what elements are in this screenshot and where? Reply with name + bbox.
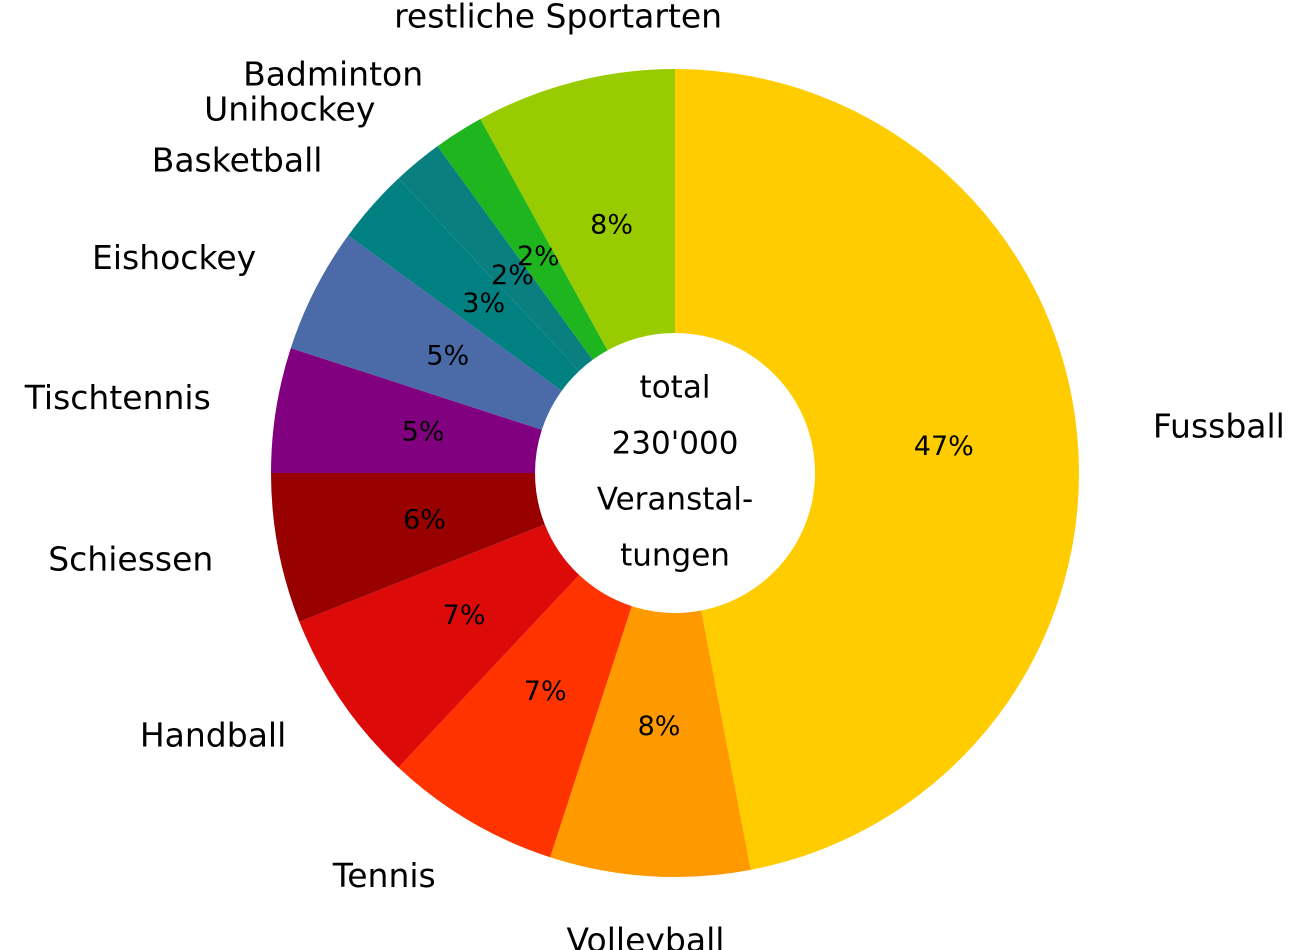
donut-slice: [299, 524, 580, 768]
donut-slice: [290, 235, 562, 430]
donut-slice: [550, 606, 751, 877]
donut-slice: [398, 146, 593, 371]
center-text: total: [640, 370, 711, 406]
category-label: Tennis: [332, 856, 436, 895]
donut-slice: [437, 118, 608, 360]
center-text: tungen: [620, 538, 730, 574]
value-label: 8%: [590, 210, 633, 241]
category-label: Badminton: [243, 55, 423, 94]
category-label: Tischtennis: [24, 378, 211, 417]
category-label: Unihockey: [204, 89, 375, 128]
value-label: 47%: [914, 431, 974, 462]
value-label: 5%: [426, 341, 469, 372]
category-label: Fussball: [1153, 406, 1285, 445]
value-label: 8%: [638, 711, 681, 742]
category-label: Schiessen: [48, 540, 213, 579]
center-text: 230'000: [612, 426, 739, 462]
donut-slice: [398, 575, 632, 858]
category-label: Volleyball: [567, 921, 725, 950]
donut-slice: [675, 69, 1079, 870]
donut-slice: [348, 178, 580, 391]
value-label: 7%: [443, 600, 486, 631]
value-label: 6%: [403, 504, 446, 535]
value-label: 7%: [524, 676, 567, 707]
value-label: 3%: [462, 288, 505, 319]
value-label: 5%: [402, 417, 445, 448]
donut-slice: [480, 69, 675, 351]
center-text: Veranstal-: [597, 482, 753, 518]
category-label: Eishockey: [92, 238, 256, 277]
donut-slice: [271, 473, 545, 622]
category-label: Handball: [140, 716, 286, 755]
donut-slice: [271, 348, 542, 473]
category-label: restliche Sportarten: [394, 0, 722, 35]
category-label: Basketball: [152, 141, 323, 180]
